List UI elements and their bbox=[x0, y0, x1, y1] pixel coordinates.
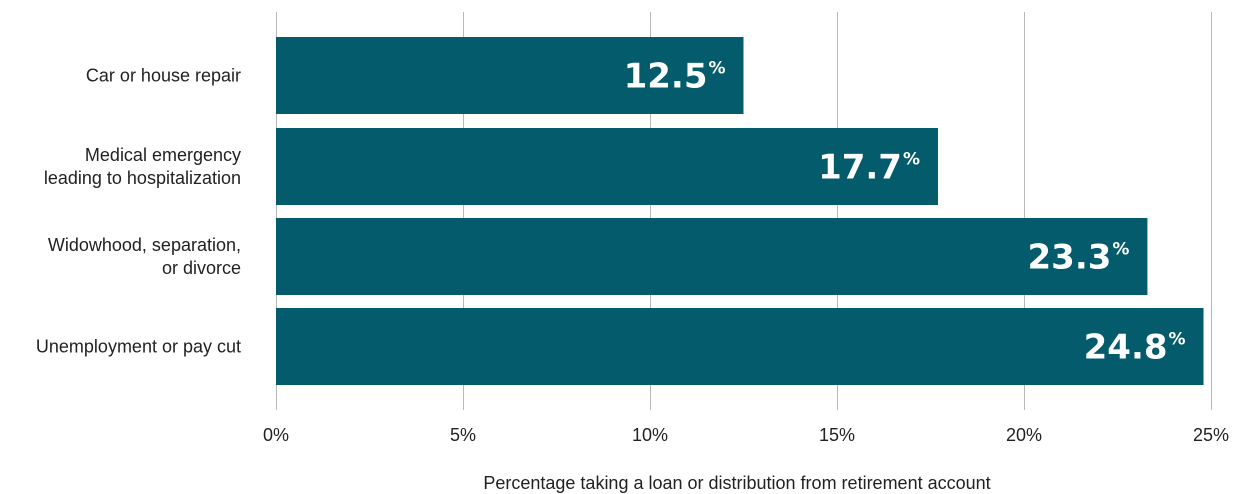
bar-value-percent-sign: % bbox=[903, 150, 920, 170]
category-label: Medical emergency leading to hospitalizat… bbox=[44, 145, 241, 188]
bar-value-percent-sign: % bbox=[709, 59, 726, 79]
bar-value-label: 24.8 bbox=[1084, 328, 1168, 368]
category-labels: Car or house repair Medical emergency lead… bbox=[36, 66, 241, 357]
bar-value-percent-sign: % bbox=[1169, 330, 1186, 350]
bar-4 bbox=[276, 308, 1204, 385]
bar-3 bbox=[276, 218, 1148, 295]
category-label: Widowhood, separation, or divorce bbox=[48, 235, 241, 278]
x-tick-label: 15% bbox=[819, 425, 855, 445]
bar-value-percent-sign: % bbox=[1112, 240, 1129, 260]
x-tick-label: 5% bbox=[450, 425, 476, 445]
x-axis-title: Percentage taking a loan or distribution… bbox=[483, 473, 990, 493]
bar-1 bbox=[276, 37, 744, 114]
bars: 12.5 %17.7 %23.3 %24.8% bbox=[276, 37, 1204, 385]
category-label: Car or house repair bbox=[86, 66, 241, 86]
x-tick-label: 25% bbox=[1193, 425, 1229, 445]
x-tick-label: 20% bbox=[1006, 425, 1042, 445]
category-label: Unemployment or pay cut bbox=[36, 337, 241, 357]
bar-2 bbox=[276, 128, 938, 205]
bar-value-label: 12.5 bbox=[624, 57, 708, 97]
bar-value-label: 17.7 bbox=[818, 148, 902, 188]
x-tick-label: 0% bbox=[263, 425, 289, 445]
bar-value-label: 23.3 bbox=[1028, 238, 1112, 278]
x-tick-labels: 0% 5% 10% 15% 20% 25% bbox=[263, 425, 1229, 445]
x-tick-label: 10% bbox=[632, 425, 668, 445]
